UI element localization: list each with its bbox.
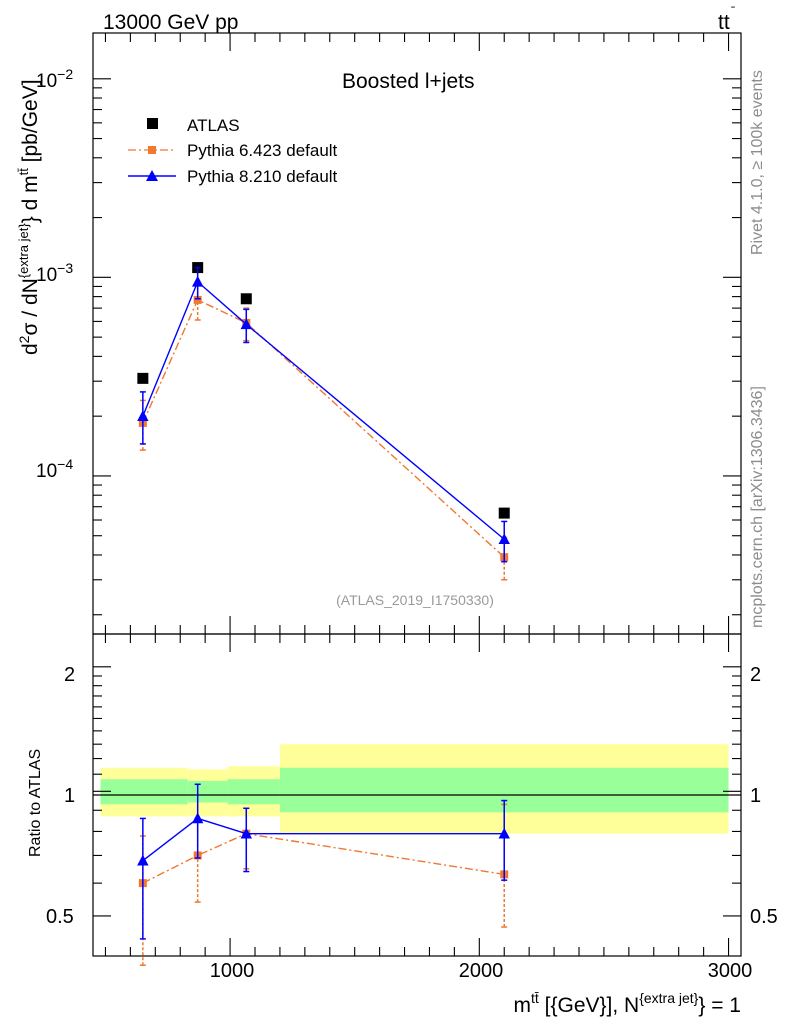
ratio-bands [100, 744, 729, 834]
ratio-tick-label-left-1: 1 [64, 785, 75, 807]
mcplots-label: mcplots.cern.ch [arXiv:1306.3436] [749, 386, 766, 628]
ratio-band-1sigma [227, 779, 280, 805]
pythia8-line [142, 280, 505, 540]
legend-marker-pythia8 [146, 170, 158, 181]
legend-label-atlas: ATLAS [187, 116, 240, 135]
ratio-tick-label-right-1: 1 [750, 785, 761, 807]
header-energy-label: 13000 GeV pp [103, 11, 238, 34]
header-process-label: tt [718, 11, 730, 34]
pythia8-ratio-point [498, 827, 510, 839]
y-tick-label-1e-4: 10−4 [36, 456, 73, 482]
ratio-band-1sigma [100, 779, 188, 805]
upper-y-axis-label: d2σ / dN{extra jet}} d mtt̄ [pb/GeV] [16, 79, 42, 355]
lower-panel: 2 1 0.5 2 1 0.5 Ratio to ATLAS 1000 2000… [27, 633, 778, 1017]
upper-x-ticks [104, 33, 730, 634]
lower-y-ticks [93, 666, 741, 917]
x-tick-label-3000: 3000 [708, 960, 753, 982]
legend-marker-atlas [147, 118, 158, 129]
pythia6-ratio-line [142, 832, 505, 884]
legend: ATLAS Pythia 6.423 default Pythia 8.210 … [128, 116, 338, 186]
pythia6-line [142, 298, 505, 558]
pythia8-ratio-point [137, 854, 149, 866]
pythia8-ratio-point [191, 812, 204, 824]
ratio-tick-label-right-05: 0.5 [750, 906, 778, 928]
y-tick-label-1e-3: 10−3 [36, 260, 73, 286]
header-process-main: tt [718, 11, 730, 34]
analysis-tag: (ATLAS_2019_I1750330) [336, 592, 494, 608]
lower-y-axis-label: Ratio to ATLAS [27, 749, 44, 857]
pythia8-data-point [240, 318, 252, 330]
pythia8-ratio-line [142, 817, 505, 862]
upper-y-ticks [93, 78, 741, 616]
legend-marker-pythia6 [148, 146, 156, 154]
x-tick-label-1000: 1000 [210, 960, 255, 982]
atlas-data-point [137, 372, 149, 384]
ratio-tick-label-left-05: 0.5 [46, 906, 74, 928]
ratio-band-1sigma [187, 780, 228, 803]
pythia8-data-point [137, 410, 149, 421]
x-tick-label-2000: 2000 [459, 960, 504, 982]
lower-frame [92, 633, 742, 957]
ratio-tick-label-right-2: 2 [750, 664, 761, 686]
pythia8-data-point [498, 533, 510, 545]
ratio-tick-label-left-2: 2 [64, 664, 75, 686]
upper-plot-area [137, 262, 510, 581]
atlas-data-point [498, 507, 510, 519]
lower-plot-area [137, 783, 510, 966]
pythia8-data-point [191, 275, 204, 287]
pythia6-data-point [193, 295, 202, 304]
upper-panel: 10−2 10−3 10−4 d2σ / dN{extra jet}} d mt… [16, 32, 742, 635]
legend-label-pythia8: Pythia 8.210 default [187, 167, 338, 186]
header-process-bar: ̄ [731, 6, 735, 7]
lower-x-ticks [104, 634, 730, 956]
legend-label-pythia6: Pythia 6.423 default [187, 141, 338, 160]
chart-title: Boosted l+jets [342, 70, 475, 93]
pythia8-ratio-point [240, 827, 252, 839]
atlas-data-point [240, 293, 252, 305]
x-axis-label: mtt̄ [{GeV}], N{extra jet}} = 1 [514, 990, 741, 1017]
rivet-label: Rivet 4.1.0, ≥ 100k events [749, 70, 766, 255]
